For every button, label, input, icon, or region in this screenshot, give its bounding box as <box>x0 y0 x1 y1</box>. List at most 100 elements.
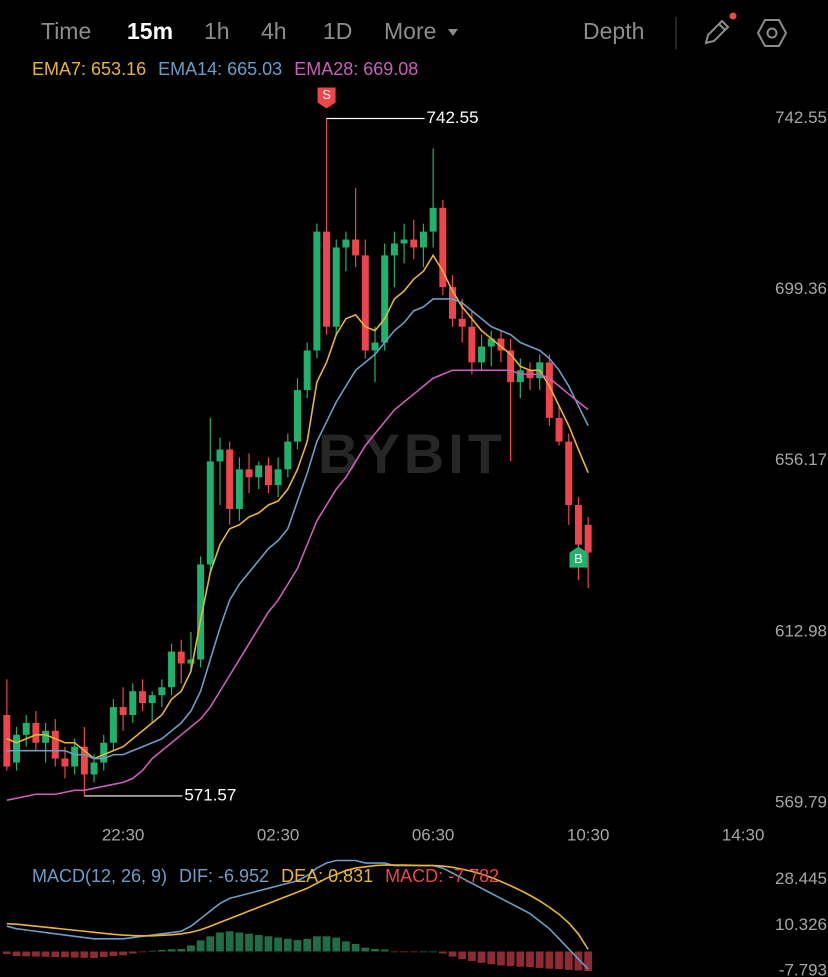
y-tick-label: 569.79 <box>775 792 827 811</box>
candle-body <box>342 239 350 248</box>
macd-bar <box>497 951 505 966</box>
candle-body <box>3 715 11 767</box>
interval-tab[interactable]: 15m <box>127 18 173 44</box>
interval-tab[interactable]: 1h <box>204 18 230 44</box>
interval-tab[interactable]: 4h <box>261 18 287 44</box>
candle-body <box>197 564 205 660</box>
y-tick-label: 10.326 <box>775 915 827 934</box>
candle-body <box>458 318 466 327</box>
macd-bar <box>380 949 389 952</box>
candle-body <box>245 469 253 478</box>
ema-line <box>6 298 589 760</box>
candle-body <box>158 687 166 696</box>
candle-body <box>303 350 311 391</box>
legend-name: MACD: <box>385 866 443 886</box>
macd-bar <box>216 932 224 952</box>
macd-bar <box>51 951 60 958</box>
macd-bar <box>70 951 79 958</box>
x-tick-label: 02:30 <box>257 825 300 844</box>
candle-body <box>390 243 398 256</box>
legend-name: EMA7: <box>32 59 86 79</box>
y-tick-label: 612.98 <box>775 621 827 640</box>
candle-body <box>100 742 108 763</box>
candle-body <box>51 730 59 759</box>
legend-entry: MACD: -7.782 <box>385 866 499 886</box>
candle-body <box>274 469 282 486</box>
macd-bar <box>119 951 127 956</box>
y-tick-label: -7.793 <box>779 961 827 977</box>
macd-bar <box>438 951 447 954</box>
macd-bar <box>390 951 399 953</box>
macd-bar <box>283 938 292 952</box>
high-label: 742.55 <box>427 108 479 127</box>
macd-bar <box>400 951 408 953</box>
settings-button[interactable] <box>756 19 788 47</box>
macd-bar <box>138 951 147 953</box>
candle-body <box>478 346 486 363</box>
macd-bar <box>187 945 195 952</box>
macd-bar <box>516 951 525 967</box>
candle-body <box>323 231 331 327</box>
macd-bar <box>41 951 50 957</box>
macd-bar <box>99 951 108 958</box>
pencil-icon <box>704 19 730 45</box>
legend-value: 665.03 <box>227 59 282 79</box>
candle-body <box>13 734 21 763</box>
legend-entry: DEA: 0.831 <box>281 866 373 886</box>
macd-bar <box>167 949 176 952</box>
candle-body <box>332 247 340 327</box>
candle-body <box>352 239 360 256</box>
interval-tab[interactable]: 1D <box>323 18 352 44</box>
candle-body <box>206 461 214 565</box>
macd-bar <box>342 941 350 952</box>
candle-body <box>449 287 456 319</box>
candle-body <box>584 524 592 553</box>
candle-body <box>148 695 156 704</box>
macd-bar <box>61 951 69 958</box>
macd-bar <box>22 951 31 957</box>
macd-bar <box>371 948 379 952</box>
legend-name: DEA: <box>281 866 323 886</box>
candle-body <box>42 730 50 743</box>
macd-bar <box>109 951 118 957</box>
legend-value: 653.16 <box>91 59 146 79</box>
legend-value: 0.831 <box>328 866 373 886</box>
legend-name: DIF: <box>179 866 213 886</box>
legend-name: EMA28: <box>294 59 358 79</box>
pencil-line <box>718 23 726 31</box>
candle-body <box>129 691 137 715</box>
legend-value: 669.08 <box>363 59 418 79</box>
candle-body <box>381 255 389 343</box>
candle-body <box>32 722 40 743</box>
candle-body <box>109 707 117 743</box>
indicator-title: MACD(12, 26, 9) <box>32 866 167 886</box>
candle-body <box>187 659 195 664</box>
macd-bar <box>128 951 137 954</box>
macd-bar <box>293 940 302 952</box>
dropdown-arrow <box>448 29 458 36</box>
y-tick-label: 656.17 <box>775 450 827 469</box>
candle-body <box>119 707 127 715</box>
legend-entry: EMA7: 653.16 <box>32 59 146 79</box>
draw-tool-button[interactable] <box>704 19 730 45</box>
interval-tab[interactable]: Time <box>41 18 91 44</box>
depth-tab[interactable]: Depth <box>583 18 644 44</box>
legend-entry: EMA14: 665.03 <box>158 59 282 79</box>
macd-bar <box>225 931 234 952</box>
candle-body <box>313 231 321 351</box>
candle-body <box>516 370 524 383</box>
more-menu[interactable]: More <box>384 18 436 44</box>
buy-marker: B <box>574 551 583 566</box>
macd-bar <box>361 947 370 952</box>
candle-body <box>565 441 573 505</box>
macd-bar <box>206 936 215 952</box>
macd-bar <box>235 932 244 952</box>
toolbar: Time 15m 1h 4h 1D More Depth <box>41 12 788 49</box>
candle-body <box>507 350 515 383</box>
macd-bar <box>487 951 496 965</box>
candle-body <box>264 465 272 486</box>
